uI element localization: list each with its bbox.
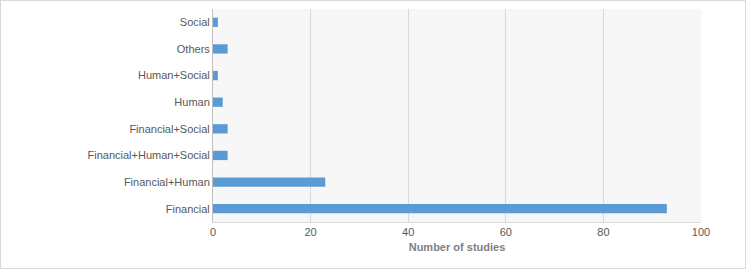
svg-text:100: 100 — [692, 226, 710, 238]
svg-text:40: 40 — [402, 226, 414, 238]
svg-text:20: 20 — [304, 226, 316, 238]
svg-text:Human+Social: Human+Social — [138, 69, 210, 81]
svg-text:Social: Social — [180, 16, 210, 28]
svg-text:60: 60 — [500, 226, 512, 238]
svg-text:Others: Others — [177, 43, 211, 55]
svg-text:Financial+Social: Financial+Social — [129, 123, 209, 135]
svg-text:0: 0 — [210, 226, 216, 238]
svg-text:Financial+Human: Financial+Human — [124, 176, 210, 188]
svg-text:Human: Human — [174, 96, 209, 108]
svg-text:Financial+Human+Social: Financial+Human+Social — [88, 149, 210, 161]
svg-text:80: 80 — [597, 226, 609, 238]
svg-text:Financial: Financial — [166, 203, 210, 215]
svg-text:Number of studies: Number of studies — [409, 241, 506, 253]
